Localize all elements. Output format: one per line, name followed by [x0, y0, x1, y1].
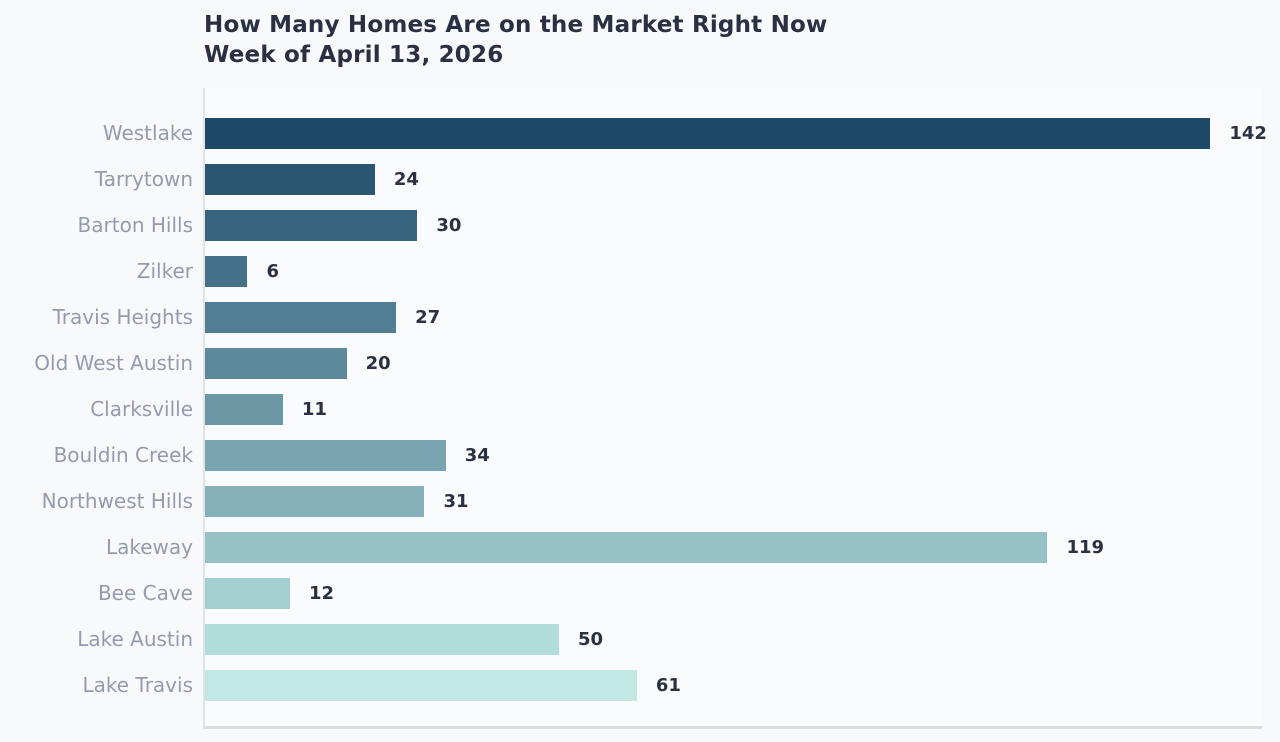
bar-track: 31 [205, 485, 1262, 517]
plot-background [203, 88, 1262, 729]
bar-track: 24 [205, 163, 1262, 195]
bar-track: 142 [205, 117, 1267, 149]
value-label: 6 [266, 260, 279, 282]
category-label: Clarksville [90, 397, 193, 421]
category-label: Westlake [102, 121, 193, 145]
value-label: 50 [577, 628, 604, 650]
value-label: 119 [1066, 536, 1105, 558]
bar [205, 117, 1211, 149]
bar [205, 393, 283, 425]
value-label: 30 [436, 214, 462, 236]
bar-track: 11 [205, 393, 1262, 425]
bar-track: 61 [205, 669, 1262, 701]
bar-row: Clarksville 11 [0, 386, 1262, 432]
category-label: Tarrytown [94, 167, 193, 191]
chart-title-line1: How Many Homes Are on the Market Right N… [204, 12, 828, 38]
bar [205, 623, 559, 655]
category-label: Old West Austin [34, 351, 193, 375]
bar [205, 255, 248, 287]
bar-row: Lakeway 119 [0, 524, 1262, 570]
category-label: Barton Hills [77, 213, 193, 237]
bar-row: Bee Cave 12 [0, 570, 1262, 616]
bar [205, 209, 418, 241]
category-label: Bee Cave [97, 581, 193, 605]
bar [205, 485, 425, 517]
chart-title-line2: Week of April 13, 2026 [204, 42, 504, 68]
category-label: Lakeway [105, 535, 193, 559]
category-label: Lake Travis [82, 673, 194, 697]
value-label: 31 [443, 490, 469, 512]
value-label: 61 [655, 674, 681, 696]
bar-track: 12 [205, 577, 1262, 609]
chart-title: How Many Homes Are on the Market Right N… [204, 10, 827, 70]
value-label: 20 [365, 352, 391, 374]
value-label: 34 [464, 444, 490, 466]
bar-track: 34 [205, 439, 1262, 471]
bar-row: Northwest Hills 31 [0, 478, 1262, 524]
bar-track: 119 [205, 531, 1262, 563]
bar-row: Zilker 6 [0, 248, 1262, 294]
category-label: Northwest Hills [41, 489, 193, 513]
category-label: Travis Heights [52, 305, 193, 329]
bar [205, 347, 347, 379]
category-label: Lake Austin [77, 627, 193, 651]
bar-track: 27 [205, 301, 1262, 333]
y-axis-line [203, 88, 205, 729]
bar-row: Old West Austin 20 [0, 340, 1262, 386]
bar [205, 163, 375, 195]
bar [205, 669, 637, 701]
value-label: 142 [1229, 122, 1267, 144]
bar [205, 577, 290, 609]
bar-row: Bouldin Creek 34 [0, 432, 1262, 478]
value-label: 24 [393, 168, 419, 190]
bar [205, 301, 397, 333]
value-label: 27 [415, 306, 441, 328]
bar-row: Barton Hills 30 [0, 202, 1262, 248]
bar-track: 6 [205, 255, 1262, 287]
bar [205, 531, 1048, 563]
bar-row: Lake Austin 50 [0, 616, 1262, 662]
bar-rows: Westlake 142 Tarrytown 24 Barton Hills 3… [0, 110, 1267, 708]
value-label: 12 [308, 582, 335, 604]
bar-row: Travis Heights 27 [0, 294, 1262, 340]
bar-track: 30 [205, 209, 1262, 241]
value-label: 11 [301, 398, 327, 420]
plot-region: Westlake 142 Tarrytown 24 Barton Hills 3… [0, 88, 1267, 729]
x-axis-line [203, 726, 1262, 729]
category-label: Zilker [136, 259, 193, 283]
bar [205, 439, 446, 471]
bar-row: Westlake 142 [0, 110, 1267, 156]
bar-track: 20 [205, 347, 1262, 379]
bar-row: Lake Travis 61 [0, 662, 1262, 708]
bar-row: Tarrytown 24 [0, 156, 1262, 202]
category-label: Bouldin Creek [53, 443, 193, 467]
bar-track: 50 [205, 623, 1262, 655]
